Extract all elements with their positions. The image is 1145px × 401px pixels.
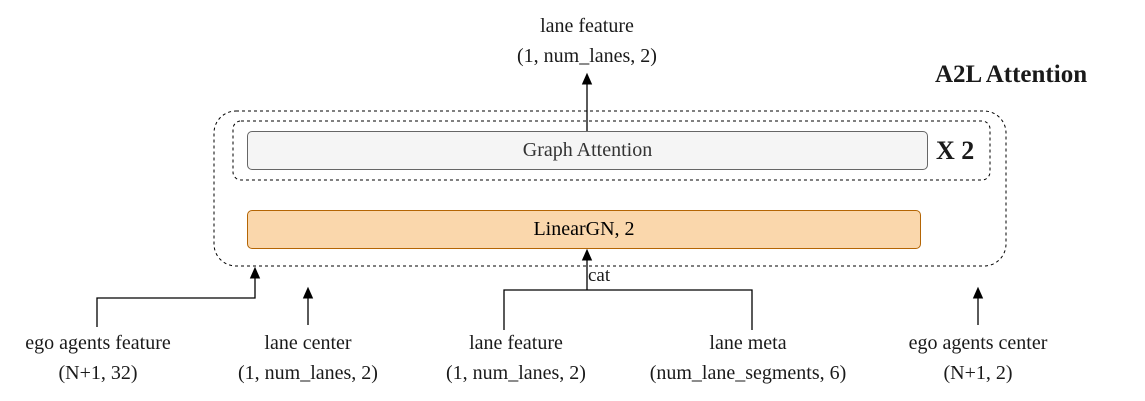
output-shape: (1, num_lanes, 2) bbox=[517, 45, 657, 67]
input-lane-center-shape: (1, num_lanes, 2) bbox=[238, 362, 378, 384]
input-lane-meta-shape: (num_lane_segments, 6) bbox=[649, 362, 847, 384]
input-ego-agents-center-shape: (N+1, 2) bbox=[943, 362, 1013, 384]
module-boundary bbox=[213, 110, 1007, 267]
linear-gn-block: LinearGN, 2 bbox=[247, 210, 921, 249]
output-name: lane feature bbox=[540, 15, 634, 37]
concat-bracket bbox=[503, 289, 753, 330]
graph-attention-block: Graph Attention bbox=[247, 131, 928, 170]
module-title: A2L Attention bbox=[935, 61, 1088, 88]
input-ego-agents-feature-shape: (N+1, 32) bbox=[58, 362, 138, 384]
repeat-count: X 2 bbox=[936, 136, 975, 165]
input-ego-agents-center-name: ego agents center bbox=[908, 332, 1048, 354]
repeat-boundary bbox=[232, 120, 991, 181]
input-lane-meta-name: lane meta bbox=[709, 332, 787, 354]
ego-feature-arrow bbox=[96, 266, 261, 327]
input-lane-feature-shape: (1, num_lanes, 2) bbox=[446, 362, 586, 384]
input-lane-center-name: lane center bbox=[264, 332, 352, 354]
input-ego-agents-feature-name: ego agents feature bbox=[25, 332, 171, 354]
input-lane-feature-name: lane feature bbox=[469, 332, 563, 354]
concat-label: cat bbox=[588, 265, 611, 286]
